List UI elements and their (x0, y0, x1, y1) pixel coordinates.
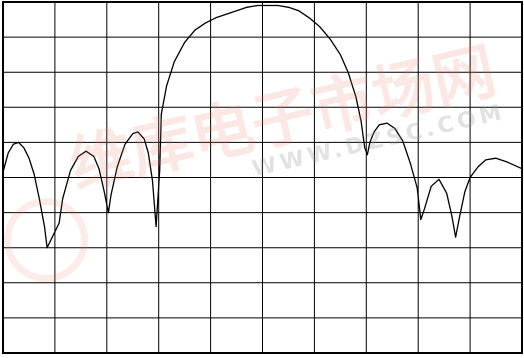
series-line-0 (2, 4, 523, 249)
series-layer (2, 4, 523, 249)
grid-lines (3, 2, 522, 353)
